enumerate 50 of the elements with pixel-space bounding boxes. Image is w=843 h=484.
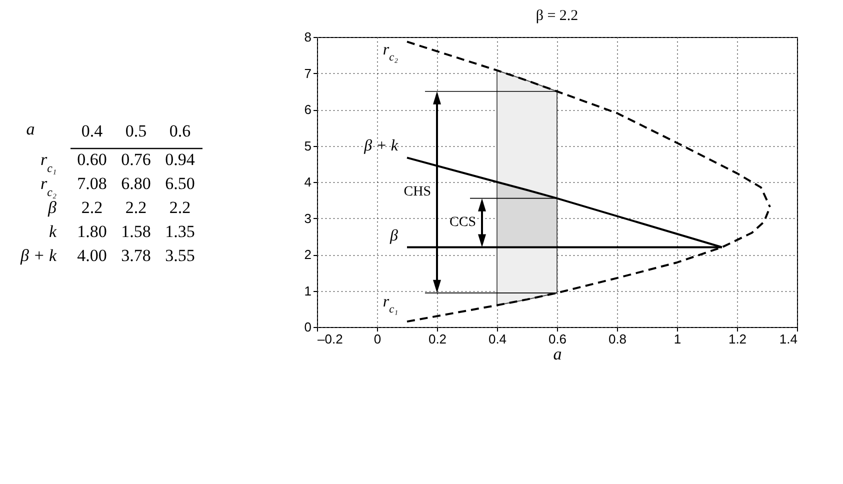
y-tick-label: 5 (304, 138, 312, 154)
y-tick-label: 4 (304, 174, 312, 190)
y-tick-label: 0 (304, 320, 312, 334)
data-label: 3.78 (121, 246, 151, 265)
data-label: 2.2 (81, 198, 103, 217)
x-tick-label: 0.4 (488, 332, 507, 346)
x-tick-label: 0.5 (125, 122, 147, 140)
data-label: 0.76 (121, 150, 151, 169)
data-label: 3.55 (165, 246, 195, 265)
x-tick-label: 0.6 (548, 332, 567, 346)
x-tick-label: 0.8 (608, 332, 627, 346)
x-tick-label: 0.6 (169, 122, 191, 140)
y-tick-label: r$_{c₂}$ (40, 174, 56, 199)
y-tick-label: β (47, 198, 58, 217)
data-label: 0.94 (165, 150, 196, 169)
series-label: r$_{c₂}$ (382, 42, 398, 64)
data-label: 4.00 (77, 246, 107, 265)
chart-title: β = 2.2 (536, 8, 578, 24)
y-tick-label: 6 (304, 102, 312, 117)
series-label: r$_{c₁}$ (382, 294, 398, 316)
x-axis-title: a (26, 120, 35, 138)
y-tick-label: 3 (304, 210, 312, 226)
annotation: CCS (450, 215, 476, 230)
y-tick-label: 8 (304, 30, 312, 44)
data-label: 2.2 (169, 198, 191, 217)
series-label: β (389, 227, 398, 244)
data-label: 1.80 (77, 222, 107, 241)
data-label: 7.08 (77, 174, 107, 193)
x-tick-label: 1 (674, 332, 682, 346)
y-tick-label: 2 (304, 247, 312, 262)
y-tick-label: 7 (304, 66, 312, 81)
annotation: CHS (404, 184, 431, 200)
x-tick-label: 1.4 (779, 332, 798, 346)
x-tick-label: 0 (374, 332, 382, 346)
x-tick-label: 0.2 (428, 332, 447, 346)
data-label: 6.80 (121, 174, 151, 193)
x-tick-label: 1.2 (728, 332, 747, 346)
x-tick-label: –0.2 (318, 332, 343, 346)
x-axis-title: a (553, 344, 562, 364)
data-label: 1.35 (165, 222, 195, 241)
data-label: 6.50 (165, 174, 195, 193)
y-tick-label: r$_{c₁}$ (40, 150, 56, 175)
data-label: 0.60 (77, 150, 107, 169)
x-tick-label: 0.4 (81, 122, 104, 140)
y-tick-label: 1 (304, 283, 312, 298)
y-tick-label: β + k (20, 246, 57, 265)
series-label: β + k (363, 138, 399, 155)
data-label: 2.2 (125, 198, 147, 217)
data-label: 1.58 (121, 222, 151, 241)
y-tick-label: k (48, 222, 57, 241)
